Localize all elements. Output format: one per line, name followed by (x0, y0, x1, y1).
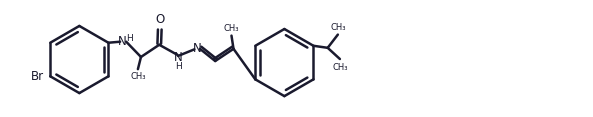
Text: N: N (193, 42, 201, 55)
Text: H: H (175, 62, 181, 71)
Text: Br: Br (31, 70, 44, 83)
Text: CH₃: CH₃ (332, 63, 347, 72)
Text: H: H (126, 34, 133, 43)
Text: CH₃: CH₃ (130, 72, 146, 81)
Text: N: N (174, 51, 183, 64)
Text: N: N (118, 35, 127, 48)
Text: O: O (155, 13, 164, 26)
Text: CH₃: CH₃ (224, 24, 239, 33)
Text: CH₃: CH₃ (330, 23, 346, 32)
